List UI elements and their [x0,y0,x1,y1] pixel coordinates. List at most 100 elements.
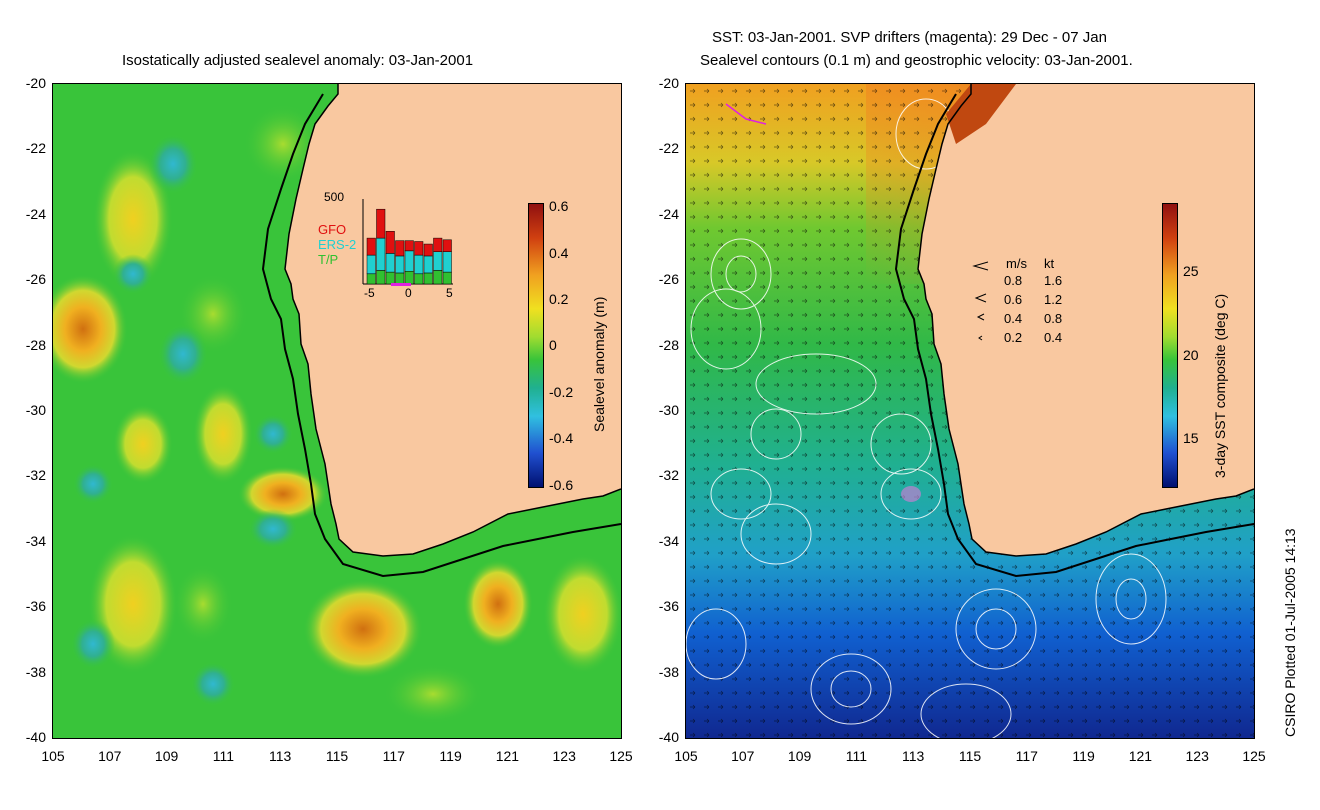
contour-eddy [880,468,942,520]
inset-bar-tp [442,271,452,285]
inset-bar-ers [376,237,386,271]
speed-legend-ms: 0.6 [1004,292,1023,307]
y-tick-label: -40 [25,729,46,745]
x-tick-label: 111 [845,748,868,764]
contour-eddy [710,468,772,520]
inset-bar-ers [385,253,395,273]
x-tick-label: 107 [98,748,122,764]
y-tick-label: -20 [25,75,46,91]
sl-cb-tick: -0.2 [549,384,574,400]
inset-xtick: 5 [446,286,453,300]
y-tick-label: -34 [25,532,46,549]
contour-eddy [810,653,892,725]
anomaly-blob [543,554,621,674]
x-tick-label: 123 [552,748,576,764]
speed-legend-ms: 0.8 [1004,273,1023,288]
contour-eddy [975,608,1017,650]
inset-bar-gfo [395,240,405,257]
inset-bar-ers [442,251,452,273]
anomaly-high-blob [53,274,128,384]
y-tick-label: -20 [658,75,679,91]
sst-colorbar [1162,203,1178,488]
sst-cb-tick: 20 [1183,347,1199,363]
land-sst-warm-coast [946,84,1016,144]
contour-eddy [870,413,932,475]
anomaly-low-blob [158,324,208,384]
right-panel-title-1: SST: 03-Jan-2001. SVP drifters (magenta)… [712,29,1107,46]
speed-legend-header-ms: m/s [1006,256,1027,271]
inset-bar-ers [414,254,424,275]
x-tick-label: 107 [731,748,755,764]
x-tick-label: 125 [609,748,633,764]
inset-bar-tp [376,270,386,285]
anomaly-low-blob [248,509,298,549]
inset-bar-ers [423,255,433,274]
x-tick-label: 119 [1072,748,1095,764]
y-tick-label: -38 [25,663,46,680]
drifter-track [901,486,921,502]
contour-eddy [725,255,757,293]
x-tick-label: 117 [1015,748,1038,764]
sst-cb-tick: 25 [1183,263,1199,279]
sl-cb-tick: 0 [549,337,557,353]
x-tick-label: 119 [439,748,462,764]
coastline [284,84,621,557]
contour-eddy [755,353,877,415]
sealevel-contours [686,98,1167,738]
y-tick-label: -36 [25,598,46,615]
x-tick-label: 115 [325,748,349,764]
inset-bar-gfo [433,237,443,252]
anomaly-blob [463,559,533,649]
inset-bar-gfo [366,237,376,256]
inset-bar-gfo [376,208,386,239]
contour-eddy [710,238,772,310]
x-tick-label: 113 [269,748,292,764]
speed-legend-arrows [972,261,989,341]
inset-legend-tp: T/P [318,252,339,267]
inset-window-marker [391,283,411,286]
sst-cb-tick: 15 [1183,430,1199,446]
inset-bars [366,208,452,285]
speed-legend-kt: 1.2 [1044,292,1063,307]
contour-eddy [1095,553,1167,645]
x-tick-label: 109 [154,748,179,764]
x-tick-label: 105 [674,748,698,764]
anomaly-low-blob [73,464,113,504]
inset-legend-gfo: GFO [318,222,347,237]
speed-arrow-0-2 [978,335,983,341]
inset-bar-tp [423,272,433,285]
sl-cb-tick: -0.4 [549,430,574,446]
inset-bar-ers [433,251,443,271]
inset-bar-ers [395,255,405,274]
y-tick-label: -32 [658,467,679,484]
speed-legend-kt: 1.6 [1044,273,1063,288]
anomaly-low-blob [71,619,115,669]
sl-cb-tick: 0.6 [549,198,569,214]
sst-map [685,83,1255,739]
contour-eddy [955,588,1037,670]
australia-landmass [918,84,1254,556]
x-tick-label: 115 [958,748,982,764]
contour-eddy [686,608,747,680]
speed-legend-ms: 0.4 [1004,311,1023,326]
inset-legend-ers2: ERS-2 [318,237,357,252]
sl-cb-tick: -0.6 [549,477,574,493]
y-tick-label: -22 [25,140,46,157]
x-tick-label: 109 [787,748,812,764]
anomaly-blob [93,149,173,289]
y-tick-label: -24 [25,205,46,222]
y-tick-label: -26 [658,271,679,288]
inset-bar-tp [366,273,376,285]
anomaly-low-blob [113,254,153,294]
y-tick-label: -26 [25,271,46,288]
speed-legend-kt: 0.4 [1044,330,1063,345]
y-tick-label: -30 [658,402,679,418]
anomaly-blob [383,664,483,724]
x-tick-label: 113 [902,748,925,764]
coastline [917,84,1254,557]
contour-eddy [1115,578,1147,620]
anomaly-blob [173,564,233,644]
contour-eddy [690,288,762,370]
contour-eddy [920,683,1012,738]
y-tick-label: -24 [658,205,679,222]
